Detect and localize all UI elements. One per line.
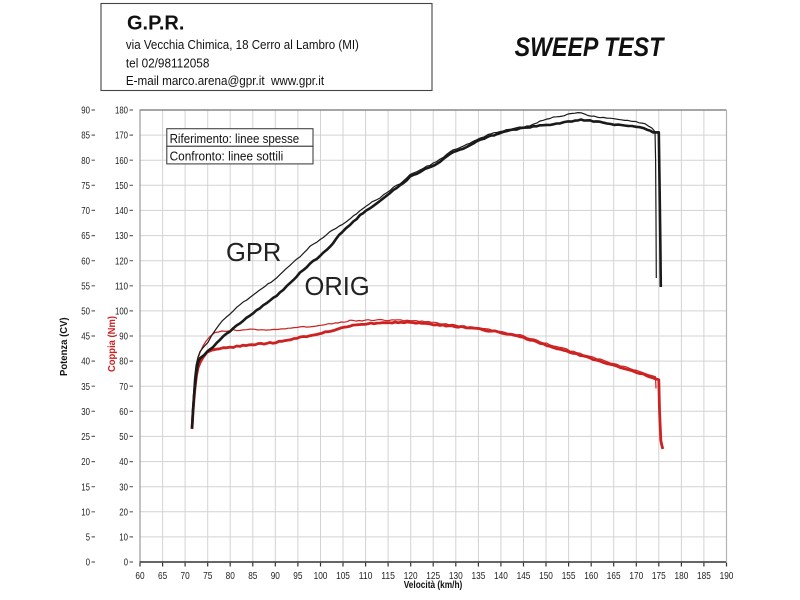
svg-text:100: 100 <box>115 306 128 318</box>
svg-text:70: 70 <box>181 570 190 582</box>
svg-text:GPR: GPR <box>226 239 281 267</box>
svg-text:ORIG: ORIG <box>305 273 370 301</box>
svg-text:140: 140 <box>494 570 508 582</box>
svg-text:175: 175 <box>652 570 666 582</box>
svg-text:30: 30 <box>119 481 128 493</box>
svg-text:85: 85 <box>248 570 257 582</box>
svg-text:25: 25 <box>81 431 90 443</box>
svg-text:105: 105 <box>336 570 350 582</box>
svg-text:0: 0 <box>86 557 90 569</box>
svg-text:10: 10 <box>119 532 128 544</box>
svg-text:65: 65 <box>81 230 90 242</box>
svg-text:tel 02/98112058: tel 02/98112058 <box>126 57 209 71</box>
svg-text:170: 170 <box>115 130 128 142</box>
svg-text:110: 110 <box>115 280 128 292</box>
svg-text:70: 70 <box>119 381 128 393</box>
svg-text:Potenza (CV): Potenza (CV) <box>59 317 70 376</box>
svg-text:160: 160 <box>584 570 598 582</box>
svg-text:80: 80 <box>226 570 235 582</box>
svg-text:Velocità (km/h): Velocità (km/h) <box>404 580 463 591</box>
svg-text:E-mail marco.arena@gpr.it www: E-mail marco.arena@gpr.it www.gpr.it <box>126 74 325 88</box>
svg-text:80: 80 <box>81 155 90 167</box>
svg-text:90: 90 <box>119 331 128 343</box>
svg-text:155: 155 <box>562 570 576 582</box>
svg-text:75: 75 <box>81 180 90 192</box>
svg-text:65: 65 <box>158 570 167 582</box>
svg-text:10: 10 <box>81 506 90 518</box>
svg-text:135: 135 <box>472 570 486 582</box>
svg-text:170: 170 <box>629 570 643 582</box>
svg-text:60: 60 <box>119 406 128 418</box>
svg-text:90: 90 <box>271 570 280 582</box>
svg-text:75: 75 <box>203 570 212 582</box>
svg-text:55: 55 <box>81 280 90 292</box>
svg-text:60: 60 <box>81 255 90 267</box>
svg-text:Confronto: linee sottili: Confronto: linee sottili <box>170 149 284 164</box>
svg-text:180: 180 <box>115 105 128 117</box>
svg-text:Riferimento: linee spesse: Riferimento: linee spesse <box>170 131 300 146</box>
svg-text:0: 0 <box>124 557 128 569</box>
svg-text:140: 140 <box>115 205 128 217</box>
svg-text:35: 35 <box>81 381 90 393</box>
svg-text:50: 50 <box>81 306 90 318</box>
svg-text:185: 185 <box>697 570 711 582</box>
svg-text:50: 50 <box>119 431 128 443</box>
svg-text:120: 120 <box>404 570 418 582</box>
svg-text:165: 165 <box>607 570 621 582</box>
svg-text:20: 20 <box>81 456 90 468</box>
svg-text:120: 120 <box>115 255 128 267</box>
svg-text:190: 190 <box>720 570 734 582</box>
svg-text:130: 130 <box>115 230 128 242</box>
svg-text:115: 115 <box>381 570 395 582</box>
svg-text:160: 160 <box>115 155 128 167</box>
svg-text:150: 150 <box>115 180 128 192</box>
svg-text:90: 90 <box>81 105 90 117</box>
svg-text:Coppia (Nm): Coppia (Nm) <box>107 316 118 372</box>
svg-text:30: 30 <box>81 406 90 418</box>
svg-text:95: 95 <box>293 570 302 582</box>
svg-text:110: 110 <box>359 570 373 582</box>
svg-text:145: 145 <box>517 570 531 582</box>
svg-text:60: 60 <box>135 570 144 582</box>
svg-text:5: 5 <box>86 532 90 544</box>
svg-text:45: 45 <box>81 331 90 343</box>
svg-text:180: 180 <box>675 570 689 582</box>
svg-text:100: 100 <box>314 570 328 582</box>
svg-text:SWEEP TEST: SWEEP TEST <box>515 32 666 62</box>
svg-text:125: 125 <box>426 570 440 582</box>
svg-text:40: 40 <box>119 456 128 468</box>
svg-text:70: 70 <box>81 205 90 217</box>
svg-text:150: 150 <box>539 570 553 582</box>
svg-text:G.P.R.: G.P.R. <box>127 13 184 35</box>
svg-text:40: 40 <box>81 356 90 368</box>
svg-text:via Vecchia Chimica, 18 Cerro: via Vecchia Chimica, 18 Cerro al Lambro … <box>126 38 359 52</box>
svg-text:130: 130 <box>449 570 463 582</box>
svg-text:80: 80 <box>119 356 128 368</box>
svg-text:85: 85 <box>81 130 90 142</box>
svg-text:15: 15 <box>81 481 90 493</box>
svg-text:20: 20 <box>119 506 128 518</box>
